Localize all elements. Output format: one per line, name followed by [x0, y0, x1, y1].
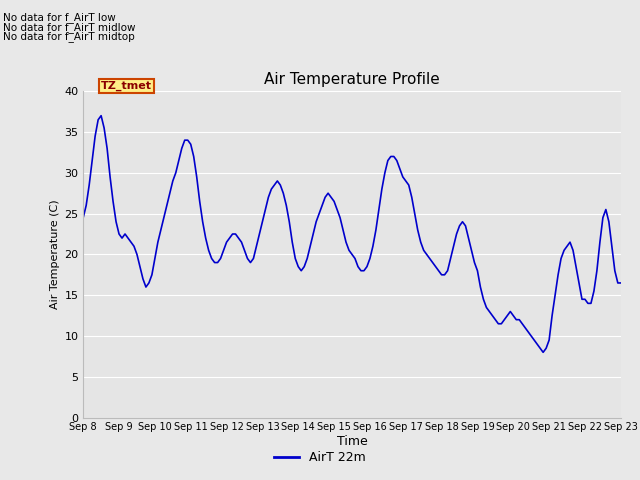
X-axis label: Time: Time [337, 435, 367, 448]
Y-axis label: Air Temperature (C): Air Temperature (C) [50, 200, 60, 309]
Title: Air Temperature Profile: Air Temperature Profile [264, 72, 440, 87]
Legend: AirT 22m: AirT 22m [269, 446, 371, 469]
Text: No data for f_AirT midtop: No data for f_AirT midtop [3, 31, 135, 42]
Text: TZ_tmet: TZ_tmet [101, 81, 152, 91]
Text: No data for f_AirT low: No data for f_AirT low [3, 12, 116, 23]
Text: No data for f_AirT midlow: No data for f_AirT midlow [3, 22, 136, 33]
